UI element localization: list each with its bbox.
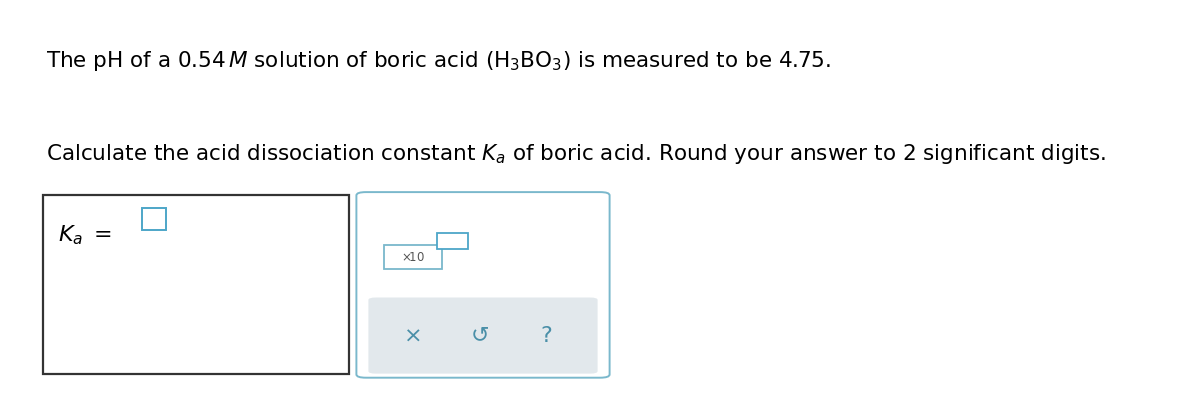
Text: $\times$: $\times$ (403, 326, 420, 346)
FancyBboxPatch shape (368, 298, 598, 374)
Bar (437, 233, 468, 249)
Text: Calculate the acid dissociation constant $K_a$ of boric acid. Round your answer : Calculate the acid dissociation constant… (46, 142, 1105, 166)
Text: ?: ? (540, 326, 552, 346)
Text: $\times\!10$: $\times\!10$ (401, 251, 425, 264)
Bar (384, 245, 442, 269)
Text: The pH of a $0.54\,\mathit{M}$ solution of boric acid $\left(\mathrm{H_3BO_3}\ri: The pH of a $0.54\,\mathit{M}$ solution … (46, 49, 830, 73)
Text: $K_a\;=$: $K_a\;=$ (58, 224, 110, 247)
Bar (43, 195, 349, 374)
Bar (142, 208, 166, 230)
Text: $\circlearrowleft$: $\circlearrowleft$ (466, 326, 490, 346)
FancyBboxPatch shape (356, 192, 610, 378)
